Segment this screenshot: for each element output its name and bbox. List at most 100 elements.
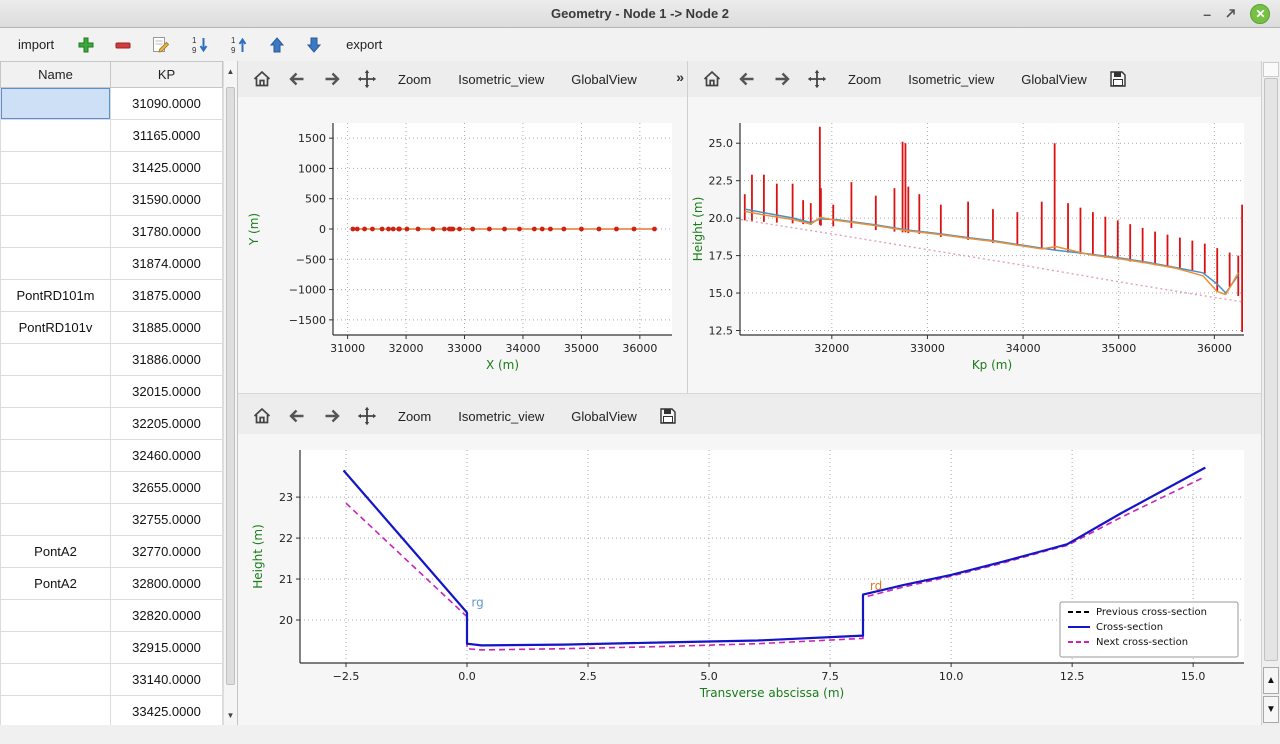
cell-kp[interactable]: 32915.0000 — [110, 631, 223, 664]
cell-name[interactable]: PontA2 — [0, 567, 111, 600]
table-scroll-down-icon[interactable]: ▼ — [226, 710, 235, 720]
table-row[interactable]: 32205.0000 — [0, 407, 223, 440]
close-button[interactable] — [1250, 3, 1270, 24]
table-row[interactable]: PontA2 32770.0000 — [0, 535, 223, 568]
cell-kp[interactable]: 32820.0000 — [110, 599, 223, 632]
remove-row-button[interactable] — [112, 32, 134, 58]
profile-view-chart[interactable]: 32000 33000 34000 35000 36000 12.5 15.0 17.5 20.… — [688, 97, 1262, 393]
column-header-kp[interactable]: KP — [110, 61, 223, 88]
cell-kp[interactable]: 31425.0000 — [110, 151, 223, 184]
cell-kp[interactable]: 31885.0000 — [110, 311, 223, 344]
cell-name[interactable] — [0, 471, 111, 504]
cell-kp[interactable]: 32800.0000 — [110, 567, 223, 600]
table-row[interactable]: 32820.0000 — [0, 599, 223, 632]
back-button[interactable] — [283, 66, 311, 92]
cell-name[interactable]: PontA2 — [0, 535, 111, 568]
cell-kp[interactable]: 33425.0000 — [110, 695, 223, 725]
main-scrollbar-thumb[interactable] — [1264, 78, 1278, 661]
table-row[interactable]: 32655.0000 — [0, 471, 223, 504]
pan-button[interactable] — [803, 66, 831, 92]
home-button[interactable] — [248, 403, 276, 429]
sort-descending-button[interactable]: 1 9 — [188, 32, 212, 58]
forward-button[interactable] — [768, 66, 796, 92]
cell-name[interactable]: PontRD101m — [0, 279, 111, 312]
global-view-button[interactable]: GlobalView — [571, 408, 637, 424]
home-button[interactable] — [248, 66, 276, 92]
zoom-button[interactable]: Zoom — [848, 71, 882, 87]
forward-button[interactable] — [318, 403, 346, 429]
toolbar-overflow-button[interactable]: » — [676, 69, 684, 85]
table-row[interactable]: 32915.0000 — [0, 631, 223, 664]
cell-name[interactable] — [0, 119, 111, 152]
global-view-button[interactable]: GlobalView — [1021, 71, 1087, 87]
cell-kp[interactable]: 32655.0000 — [110, 471, 223, 504]
table-row[interactable]: 32015.0000 — [0, 375, 223, 408]
save-button[interactable] — [1104, 66, 1132, 92]
maximize-button[interactable] — [1224, 7, 1237, 20]
cell-kp[interactable]: 31590.0000 — [110, 183, 223, 216]
cell-kp[interactable]: 31874.0000 — [110, 247, 223, 280]
cell-name[interactable]: PontRD101v — [0, 311, 111, 344]
cell-kp[interactable]: 32015.0000 — [110, 375, 223, 408]
cell-name[interactable] — [0, 663, 111, 696]
scroll-step-down-button[interactable]: ▼ — [1263, 696, 1279, 723]
table-row[interactable]: 31886.0000 — [0, 343, 223, 376]
pan-button[interactable] — [353, 66, 381, 92]
home-button[interactable] — [698, 66, 726, 92]
cell-kp[interactable]: 31165.0000 — [110, 119, 223, 152]
cell-kp[interactable]: 31886.0000 — [110, 343, 223, 376]
cell-name[interactable] — [0, 695, 111, 725]
move-down-button[interactable] — [303, 32, 325, 58]
table-row[interactable]: 31425.0000 — [0, 151, 223, 184]
zoom-button[interactable]: Zoom — [398, 71, 432, 87]
table-scrollbar-thumb[interactable] — [226, 87, 235, 685]
pan-button[interactable] — [353, 403, 381, 429]
minimize-button[interactable]: – — [1203, 5, 1211, 22]
isometric-view-button[interactable]: Isometric_view — [908, 71, 995, 87]
scrollbar-up-button[interactable] — [1263, 62, 1279, 77]
table-row[interactable]: 33140.0000 — [0, 663, 223, 696]
cell-name[interactable] — [0, 247, 111, 280]
table-row[interactable]: 31590.0000 — [0, 183, 223, 216]
cell-name[interactable] — [0, 631, 111, 664]
table-scroll-up-icon[interactable]: ▲ — [226, 66, 235, 76]
cell-kp[interactable]: 32205.0000 — [110, 407, 223, 440]
cell-kp[interactable]: 32460.0000 — [110, 439, 223, 472]
table-row[interactable]: 31780.0000 — [0, 215, 223, 248]
isometric-view-button[interactable]: Isometric_view — [458, 408, 545, 424]
table-row[interactable]: 32755.0000 — [0, 503, 223, 536]
zoom-button[interactable]: Zoom — [398, 408, 432, 424]
isometric-view-button[interactable]: Isometric_view — [458, 71, 545, 87]
cell-name[interactable] — [0, 87, 111, 120]
table-scrollbar[interactable]: ▲ ▼ — [223, 61, 237, 725]
cell-name[interactable] — [0, 439, 111, 472]
edit-button[interactable] — [149, 32, 173, 58]
cell-kp[interactable]: 31780.0000 — [110, 215, 223, 248]
cell-name[interactable] — [0, 215, 111, 248]
table-row[interactable]: PontRD101v 31885.0000 — [0, 311, 223, 344]
back-button[interactable] — [283, 403, 311, 429]
cell-name[interactable] — [0, 343, 111, 376]
cross-section-chart[interactable]: −2.5 0.0 2.5 5.0 7.5 10.0 12.5 15.0 20 21 22 23 Tran… — [238, 434, 1262, 725]
table-row[interactable]: PontRD101m 31875.0000 — [0, 279, 223, 312]
cell-kp[interactable]: 32770.0000 — [110, 535, 223, 568]
table-row[interactable]: 31874.0000 — [0, 247, 223, 280]
xy-view-chart[interactable]: 31000 32000 33000 34000 35000 36000 −1500 −1000… — [238, 97, 687, 393]
cell-kp[interactable]: 32755.0000 — [110, 503, 223, 536]
cell-name[interactable] — [0, 151, 111, 184]
cell-name[interactable] — [0, 599, 111, 632]
forward-button[interactable] — [318, 66, 346, 92]
add-row-button[interactable] — [75, 32, 97, 58]
cell-kp[interactable]: 31090.0000 — [110, 87, 223, 120]
sort-ascending-button[interactable]: 1 9 — [227, 32, 251, 58]
table-row[interactable]: PontA2 32800.0000 — [0, 567, 223, 600]
column-header-name[interactable]: Name — [0, 61, 111, 88]
cell-kp[interactable]: 33140.0000 — [110, 663, 223, 696]
table-row[interactable]: 32460.0000 — [0, 439, 223, 472]
table-row[interactable]: 33425.0000 — [0, 695, 223, 725]
import-button[interactable]: import — [18, 37, 55, 52]
cell-name[interactable] — [0, 375, 111, 408]
cell-name[interactable] — [0, 503, 111, 536]
table-row[interactable]: 31165.0000 — [0, 119, 223, 152]
global-view-button[interactable]: GlobalView — [571, 71, 637, 87]
